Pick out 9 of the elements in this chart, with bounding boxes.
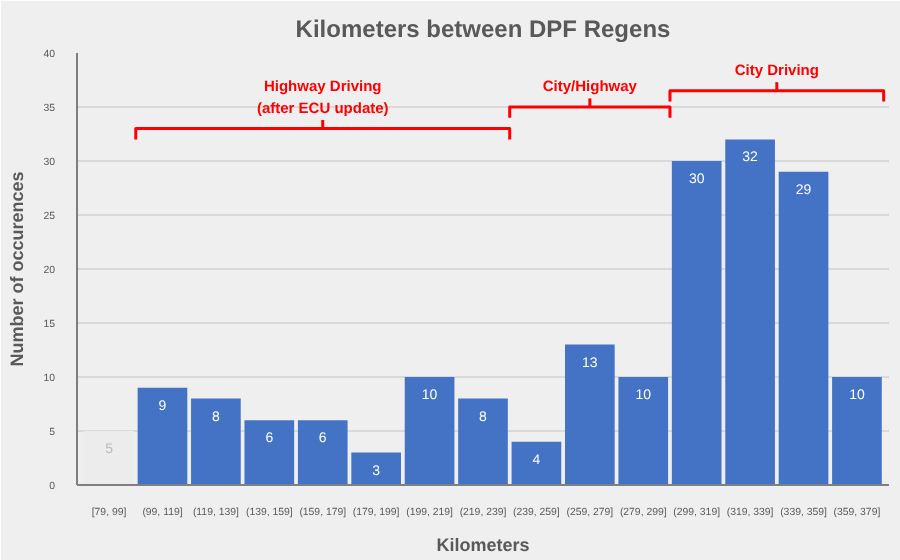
chart-title: Kilometers between DPF Regens [295, 15, 672, 43]
bar [404, 377, 455, 485]
x-axis-title: Kilometers [436, 535, 530, 555]
bar [458, 398, 508, 485]
bar [778, 171, 829, 485]
y-axis-title: Number of occurences [7, 171, 28, 367]
bar [137, 387, 188, 485]
bar [511, 441, 562, 485]
bar [832, 377, 882, 485]
